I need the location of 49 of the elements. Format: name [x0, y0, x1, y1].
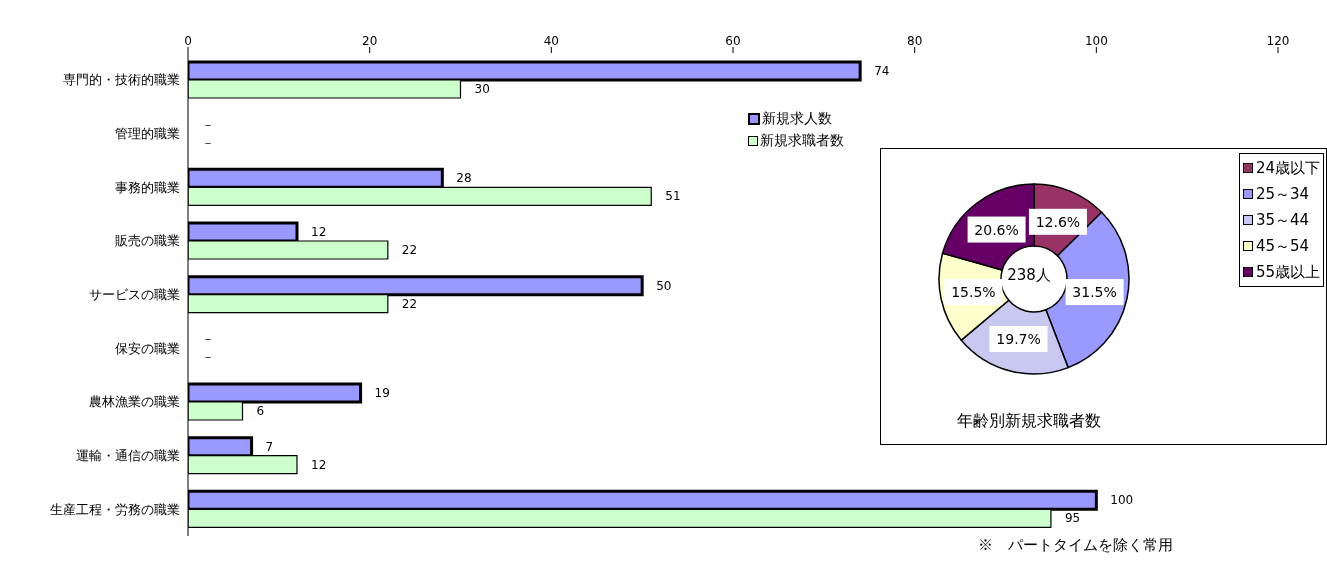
x-tick-label: 100	[1084, 34, 1108, 48]
data-label: 12.6%	[1035, 213, 1081, 230]
x-tick-label: 40	[543, 34, 559, 48]
x-tick-label: 80	[907, 34, 923, 48]
data-label: 28	[456, 171, 472, 186]
data-label: 6	[256, 404, 265, 418]
legend-label: 25～34	[1255, 184, 1310, 204]
text: －	[202, 117, 214, 132]
data-label: 12	[311, 457, 327, 472]
data-label: 74	[874, 64, 890, 78]
data-label: 12	[311, 225, 327, 239]
x-tick-label: 20	[362, 34, 378, 48]
legend-label: 新規求職者数	[760, 132, 844, 150]
text: 年齢別新規求職者数	[955, 411, 1102, 432]
annotation: ※ パートタイムを除く常用	[978, 536, 1173, 555]
y-tick-label: 生産工程・労務の職業	[50, 501, 180, 517]
annotation: 238人	[1007, 266, 1051, 284]
x-tick-label: 120	[1266, 34, 1290, 48]
legend-label: 35～44	[1255, 210, 1310, 230]
text: －	[202, 332, 214, 347]
data-label: 20.6%	[974, 221, 1019, 238]
data-label: 19.7%	[996, 331, 1041, 348]
x-tick-label: 60	[725, 34, 741, 48]
text: －	[202, 350, 214, 365]
y-tick-label: サービスの職業	[89, 287, 180, 303]
data-label: 22	[401, 296, 418, 311]
y-tick-label: 運輸・通信の職業	[76, 448, 180, 464]
legend-label: 24歳以下	[1255, 158, 1320, 178]
text: －	[202, 135, 214, 150]
data-label: 100	[1110, 493, 1134, 508]
legend-label: 新規求人数	[762, 110, 832, 128]
y-tick-label: 販売の職業	[115, 233, 180, 249]
y-tick-label: 保安の職業	[115, 340, 180, 356]
data-label: 51	[665, 189, 681, 204]
data-label: 15.5%	[951, 284, 996, 301]
legend-label: 55歳以上	[1255, 262, 1320, 282]
data-label: 95	[1064, 511, 1081, 526]
y-tick-label: 専門的・技術的職業	[63, 72, 180, 88]
x-tick-label: 0	[184, 34, 192, 48]
data-label: 22	[401, 243, 418, 257]
data-label: 50	[656, 278, 672, 293]
data-label: 19	[374, 386, 390, 400]
legend-label: 45～54	[1255, 236, 1310, 256]
y-tick-label: 管理的職業	[115, 126, 180, 142]
data-label: 7	[265, 439, 274, 454]
data-label: 31.5%	[1072, 284, 1117, 301]
y-tick-label: 事務的職業	[115, 179, 180, 195]
data-label: 30	[474, 82, 490, 96]
y-tick-label: 農林漁業の職業	[89, 394, 180, 410]
